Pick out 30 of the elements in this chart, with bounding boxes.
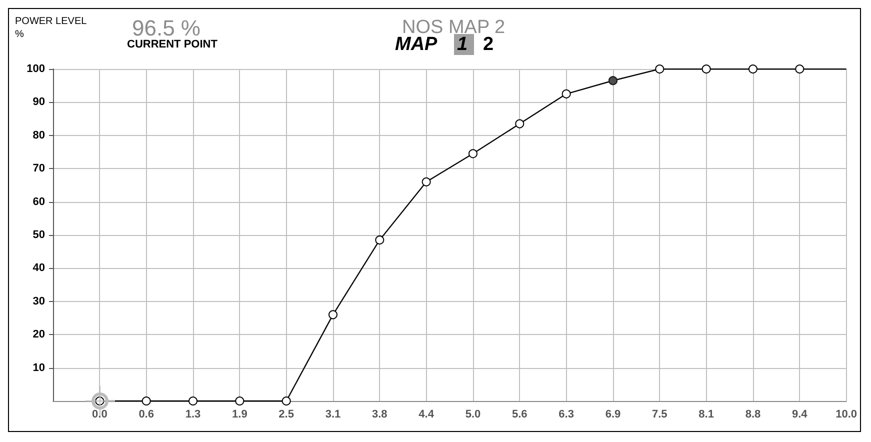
x-tick-label: 4.4 xyxy=(418,408,435,420)
y-axis-title: POWER LEVEL % xyxy=(15,16,88,40)
y-tick-label: 40 xyxy=(32,262,45,274)
x-tick-label: 8.1 xyxy=(698,408,714,420)
text: 96.5 % xyxy=(132,16,200,40)
x-tick-label: 1.3 xyxy=(185,408,201,420)
text: CURRENT POINT xyxy=(127,38,218,50)
x-tick-label: 1.9 xyxy=(232,408,248,420)
y-tick-label: 90 xyxy=(32,96,45,108)
x-tick-label: 9.4 xyxy=(792,408,808,420)
y-tick-label: 70 xyxy=(32,162,45,175)
x-tick-label: 6.9 xyxy=(605,408,621,420)
y-tick-label: 20 xyxy=(32,328,45,341)
x-tick-label: 2.5 xyxy=(278,408,294,420)
x-tick-label: 6.3 xyxy=(558,408,574,420)
x-tick-label: 10.0 xyxy=(836,408,858,420)
x-tick-label: 5.6 xyxy=(512,408,528,420)
y-tick-label: 10 xyxy=(32,362,45,374)
x-tick-label: 8.8 xyxy=(745,408,761,420)
x-tick-label: 0.6 xyxy=(138,408,154,420)
y-tick-label: 50 xyxy=(32,229,45,241)
x-tick-label: 5.0 xyxy=(465,408,481,420)
y-tick-label: 80 xyxy=(32,129,45,142)
y-tick-label: 100 xyxy=(26,63,45,75)
y-tick-label: 60 xyxy=(32,196,45,208)
x-tick-label: 7.5 xyxy=(652,408,668,420)
x-tick-label: 0.0 xyxy=(92,408,108,420)
x-tick-label: 3.8 xyxy=(372,408,388,420)
x-tick-label: 3.1 xyxy=(325,408,341,420)
y-tick-label: 30 xyxy=(32,295,45,308)
